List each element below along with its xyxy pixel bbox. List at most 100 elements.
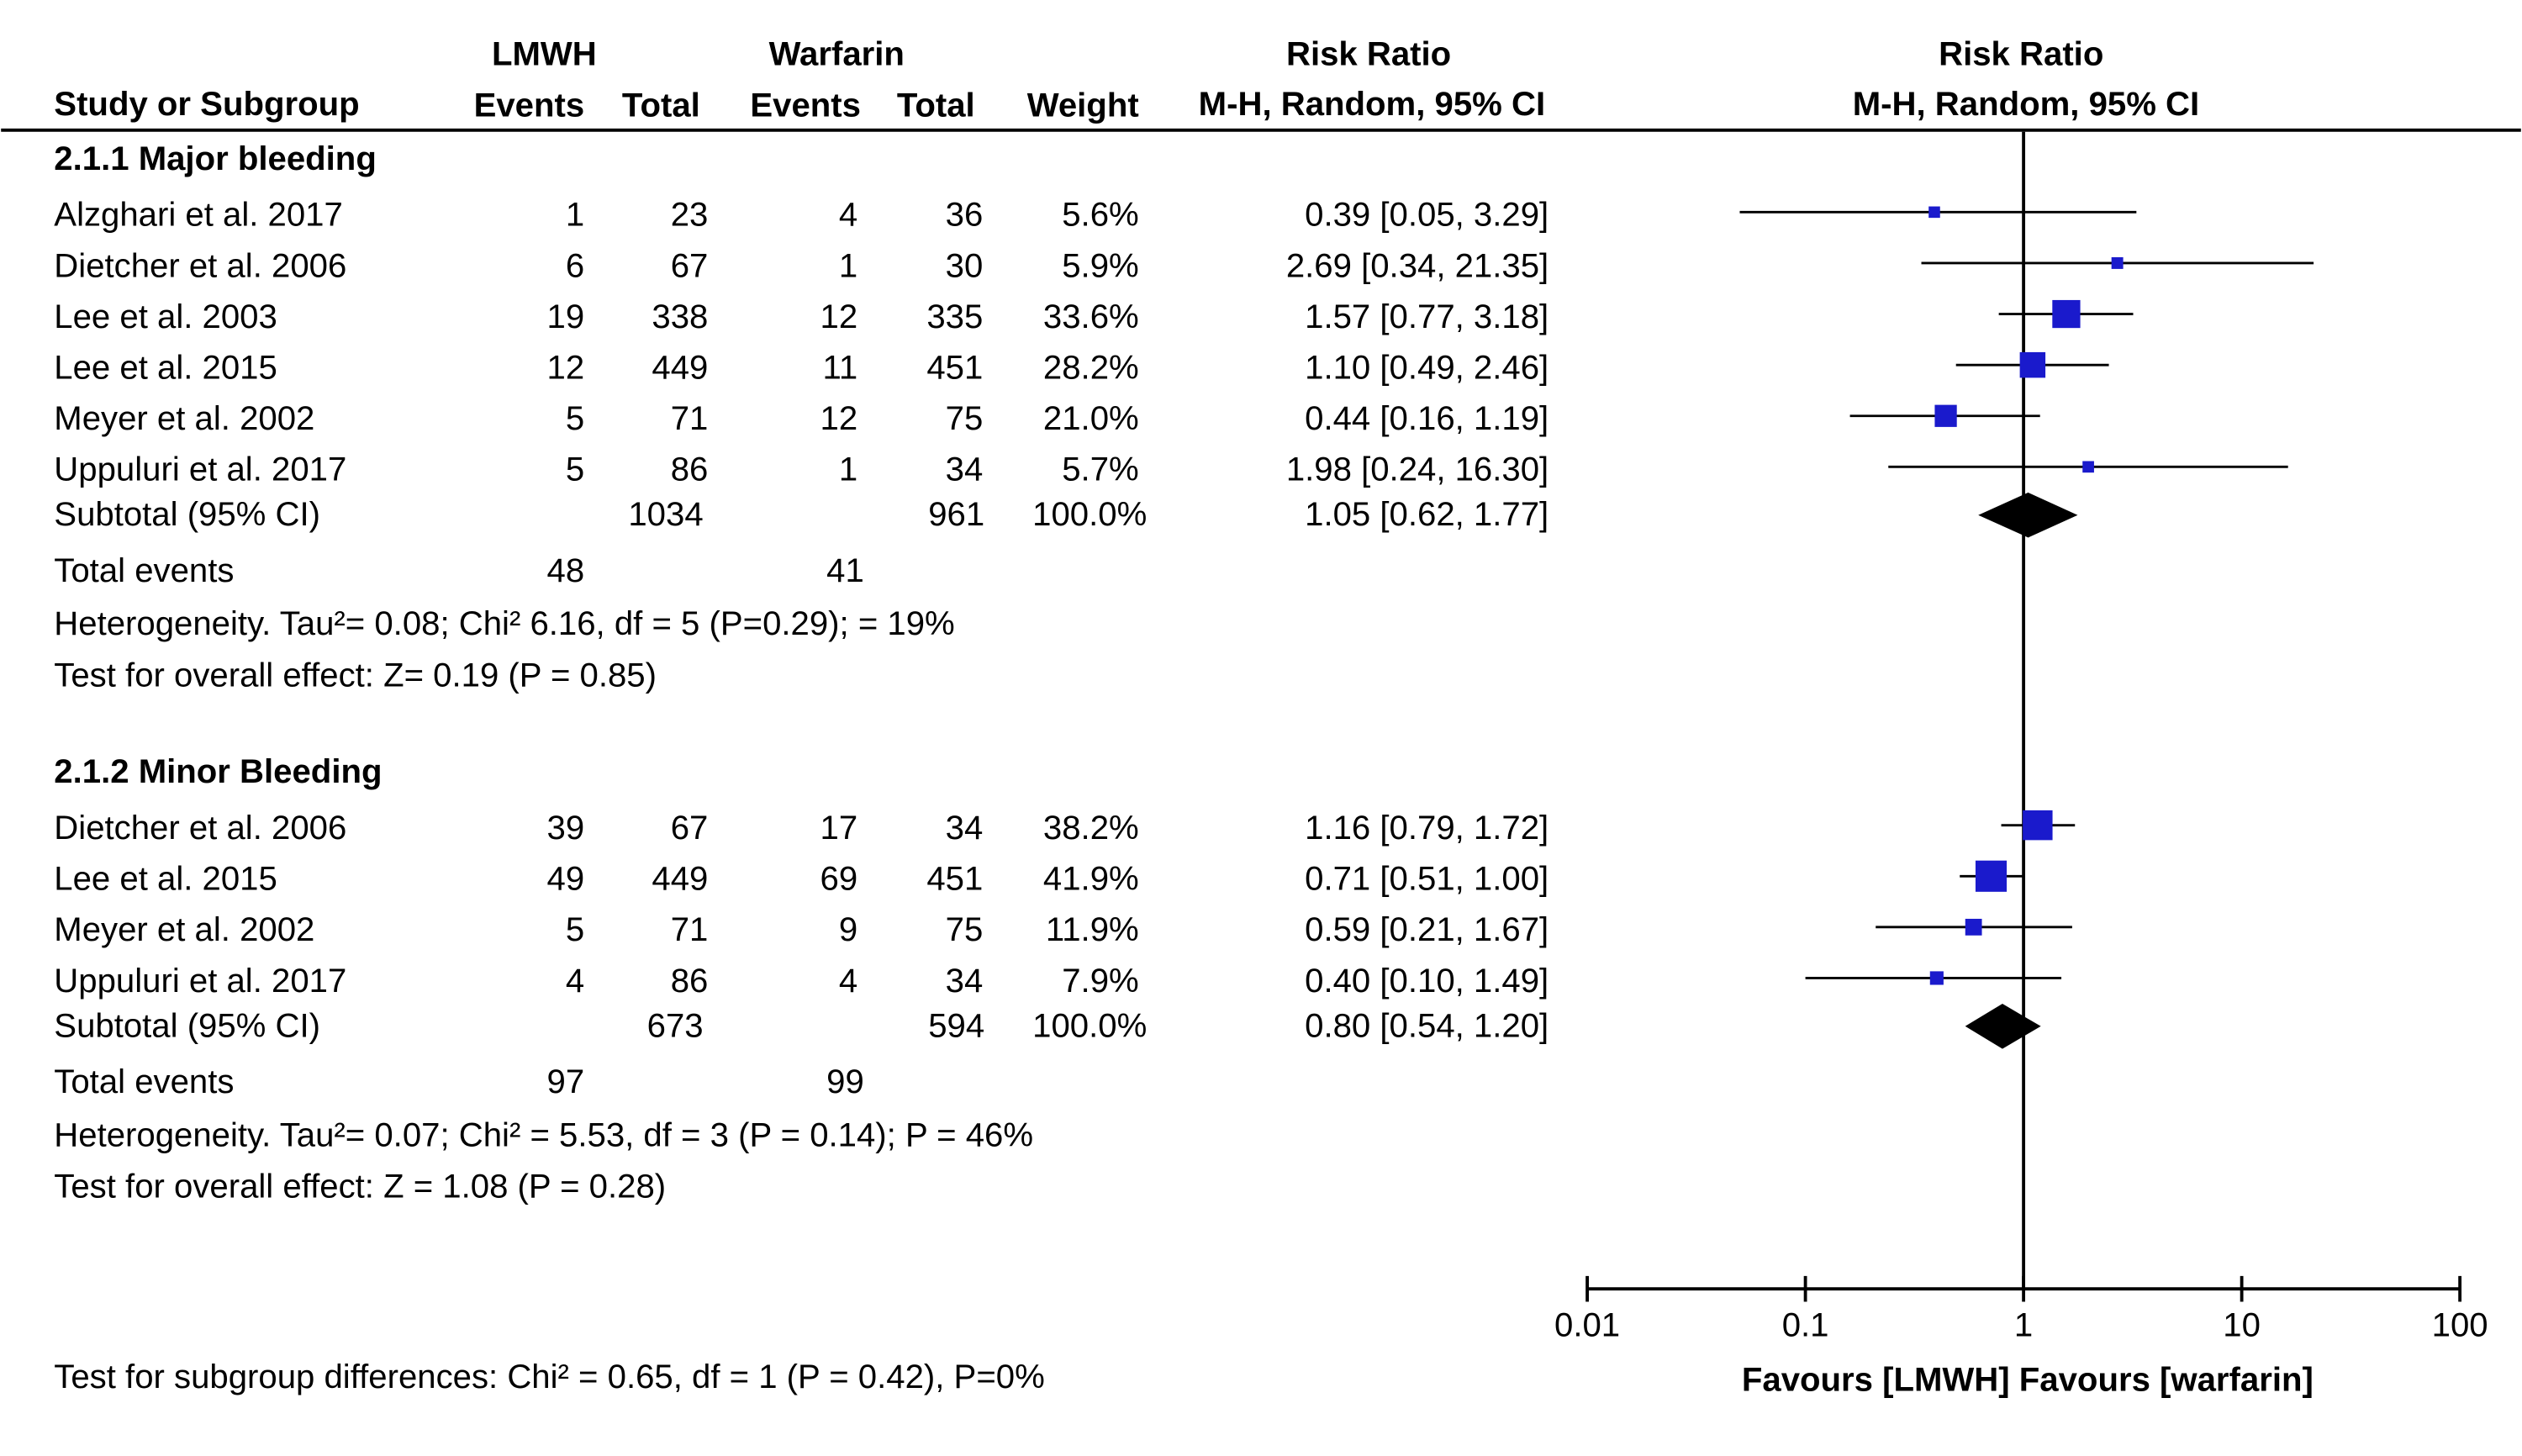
cell: 69 — [820, 860, 858, 898]
cell: 594 — [928, 1006, 984, 1044]
cell: 1.57 [0.77, 3.18] — [1305, 298, 1549, 335]
cell: 1 — [566, 196, 584, 234]
cell: 5 — [566, 451, 584, 488]
cell: 5 — [566, 399, 584, 437]
cell: 19 — [547, 298, 585, 335]
point-estimate — [2082, 461, 2094, 473]
cell: 2.69 [0.34, 21.35] — [1286, 246, 1549, 284]
subtotal-name: Subtotal (95% CI) — [54, 495, 320, 533]
pooled-diamond — [1965, 1004, 2041, 1049]
header: Study or Subgroup — [54, 85, 359, 123]
cell: 75 — [946, 399, 984, 437]
header: Risk Ratio — [1286, 35, 1451, 73]
cell: 451 — [926, 348, 983, 386]
cell: 673 — [647, 1006, 704, 1044]
cell: 5.6% — [1062, 196, 1138, 234]
cell: 75 — [946, 910, 984, 948]
header: Total — [622, 87, 700, 124]
group-title: 2.1.1 Major bleeding — [54, 140, 377, 177]
cell: 34 — [946, 962, 984, 1000]
cell: 961 — [928, 495, 984, 533]
header: Events — [474, 87, 585, 124]
cell: 23 — [671, 196, 709, 234]
x-tick-label: 1 — [2014, 1306, 2033, 1344]
cell: 71 — [671, 399, 709, 437]
cell: 30 — [946, 246, 984, 284]
cell: 11 — [823, 348, 858, 386]
cell: 33.6% — [1043, 298, 1139, 335]
cell: 12 — [820, 399, 858, 437]
point-estimate — [1928, 206, 1940, 219]
study-name: Lee et al. 2015 — [54, 348, 277, 386]
x-tick-label: 100 — [2432, 1306, 2488, 1344]
cell: 100.0% — [1032, 1006, 1147, 1044]
cell: 86 — [671, 451, 709, 488]
cell: 49 — [547, 860, 585, 898]
cell: 21.0% — [1043, 399, 1139, 437]
header: M-H, Random, 95% CI — [1199, 85, 1545, 123]
cell: 34 — [946, 809, 984, 847]
x-tick-label: 10 — [2223, 1306, 2261, 1344]
cell: 48 — [547, 551, 585, 589]
overall-effect: Test for overall effect: Z= 0.19 (P = 0.… — [54, 656, 657, 694]
total-events-label: Total events — [54, 551, 234, 589]
cell: 1.98 [0.24, 16.30] — [1286, 451, 1549, 488]
cell: 6 — [566, 246, 584, 284]
cell: 4 — [839, 962, 857, 1000]
cell: 67 — [671, 809, 709, 847]
cell: 4 — [839, 196, 857, 234]
cell: 100.0% — [1032, 495, 1147, 533]
study-name: Dietcher et al. 2006 — [54, 246, 346, 284]
cell: 1 — [839, 451, 857, 488]
cell: 41 — [826, 551, 864, 589]
cell: 36 — [946, 196, 984, 234]
study-name: Meyer et al. 2002 — [54, 910, 314, 948]
header: LMWH — [492, 35, 597, 73]
cell: 17 — [820, 809, 858, 847]
cell: 1.16 [0.79, 1.72] — [1305, 809, 1549, 847]
cell: 449 — [652, 860, 708, 898]
point-estimate — [2111, 256, 2124, 269]
cell: 0.44 [0.16, 1.19] — [1305, 399, 1549, 437]
cell: 1 — [839, 246, 857, 284]
point-estimate — [2052, 299, 2081, 329]
cell: 5 — [566, 910, 584, 948]
cell: 0.71 [0.51, 1.00] — [1305, 860, 1549, 898]
pooled-diamond — [1978, 492, 2078, 538]
cell: 9 — [839, 910, 857, 948]
header: Total — [897, 87, 975, 124]
overall-effect: Test for overall effect: Z = 1.08 (P = 0… — [54, 1168, 666, 1205]
cell: 1034 — [628, 495, 703, 533]
header: Events — [750, 87, 861, 124]
x-axis-label: Favours [LMWH] Favours [warfarin] — [1742, 1361, 2314, 1399]
cell: 97 — [547, 1063, 585, 1100]
cell: 11.9% — [1046, 910, 1139, 948]
cell: 0.80 [0.54, 1.20] — [1305, 1006, 1549, 1044]
header: M-H, Random, 95% CI — [1853, 85, 2199, 123]
point-estimate — [1965, 918, 1982, 936]
group-title: 2.1.2 Minor Bleeding — [54, 752, 382, 790]
cell: 0.39 [0.05, 3.29] — [1305, 196, 1549, 234]
cell: 335 — [926, 298, 983, 335]
study-name: Uppuluri et al. 2017 — [54, 451, 346, 488]
x-tick-label: 0.1 — [1782, 1306, 1829, 1344]
cell: 39 — [547, 809, 585, 847]
cell: 0.40 [0.10, 1.49] — [1305, 962, 1549, 1000]
cell: 4 — [566, 962, 584, 1000]
point-estimate — [2023, 810, 2053, 841]
total-events-label: Total events — [54, 1063, 234, 1100]
cell: 7.9% — [1062, 962, 1138, 1000]
cell: 12 — [820, 298, 858, 335]
study-name: Uppuluri et al. 2017 — [54, 962, 346, 1000]
study-name: Alzghari et al. 2017 — [54, 196, 343, 234]
heterogeneity: Heterogeneity. Tau²= 0.08; Chi² 6.16, df… — [54, 604, 954, 642]
heterogeneity: Heterogeneity. Tau²= 0.07; Chi² = 5.53, … — [54, 1116, 1033, 1153]
study-name: Lee et al. 2015 — [54, 860, 277, 898]
subtotal-name: Subtotal (95% CI) — [54, 1006, 320, 1044]
cell: 99 — [826, 1063, 864, 1100]
cell: 449 — [652, 348, 708, 386]
cell: 0.59 [0.21, 1.67] — [1305, 910, 1549, 948]
cell: 1.10 [0.49, 2.46] — [1305, 348, 1549, 386]
